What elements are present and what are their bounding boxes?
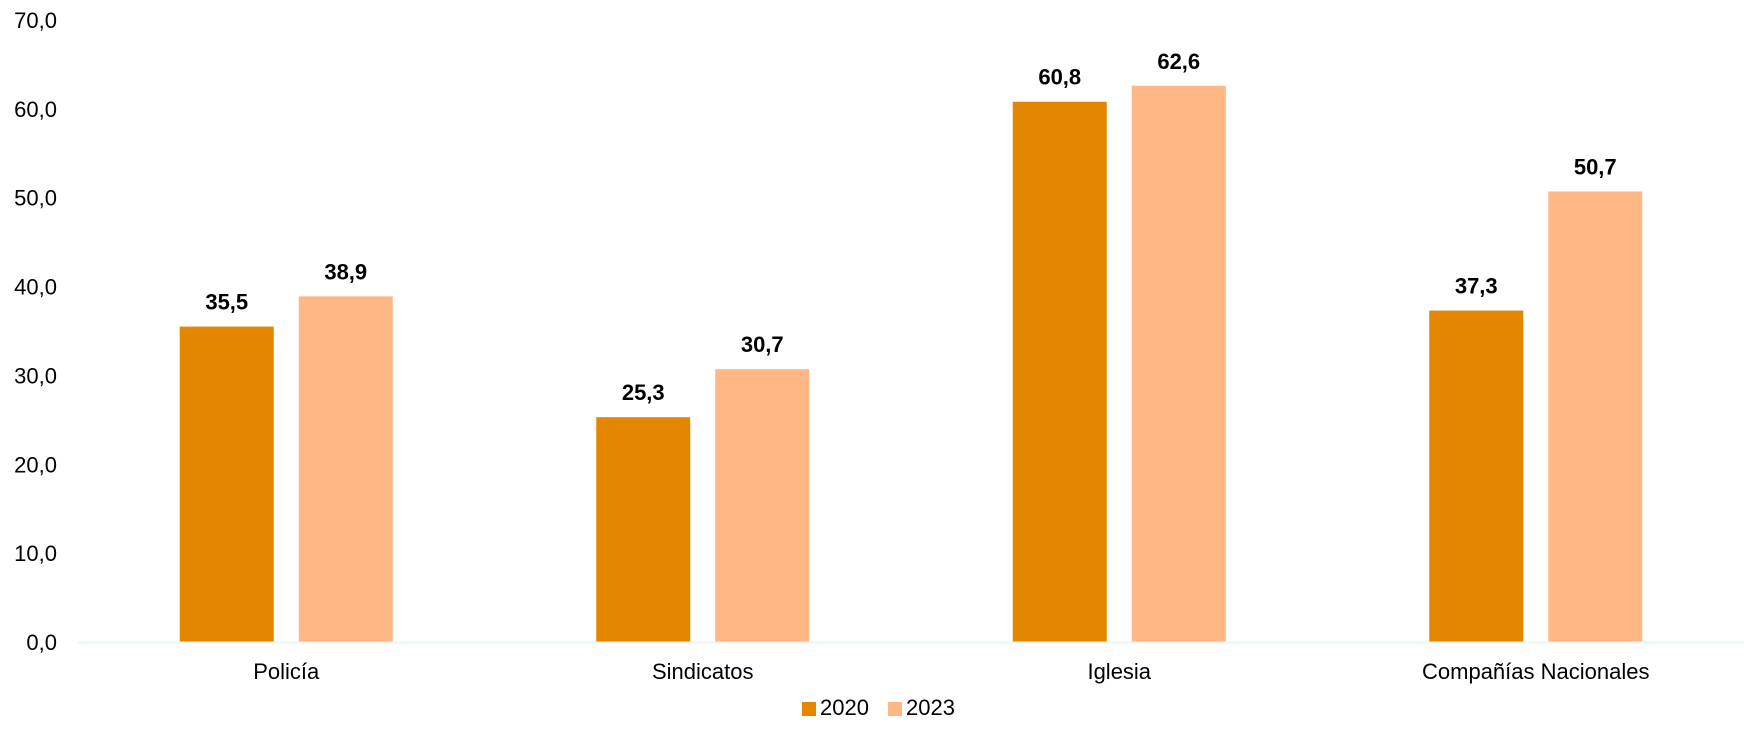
bar-2023-2 bbox=[1131, 85, 1226, 643]
bar-2023-3 bbox=[1548, 191, 1643, 642]
data-label: 35,5 bbox=[205, 290, 248, 315]
y-tick-label: 20,0 bbox=[14, 452, 57, 477]
legend: 2020 2023 bbox=[802, 695, 955, 720]
y-tick-label: 60,0 bbox=[14, 97, 57, 122]
data-labels-group: 35,5 38,9 25,3 30,7 60,8 62,6 37,3 50,7 bbox=[205, 49, 1616, 405]
data-label: 62,6 bbox=[1157, 49, 1200, 74]
y-tick-label: 50,0 bbox=[14, 186, 57, 211]
data-label: 37,3 bbox=[1455, 274, 1498, 299]
bar-2020-0 bbox=[179, 326, 274, 642]
bar-2020-1 bbox=[596, 417, 691, 642]
data-label: 60,8 bbox=[1038, 65, 1081, 90]
x-category-label: Iglesia bbox=[1087, 659, 1151, 684]
legend-swatch-2023 bbox=[888, 702, 902, 716]
bar-2020-3 bbox=[1429, 310, 1524, 642]
x-category-label: Policía bbox=[253, 659, 320, 684]
y-tick-label: 30,0 bbox=[14, 363, 57, 388]
data-label: 30,7 bbox=[741, 332, 784, 357]
x-axis: Policía Sindicatos Iglesia Compañías Nacion… bbox=[253, 659, 1649, 684]
data-label: 50,7 bbox=[1574, 154, 1617, 179]
data-label: 38,9 bbox=[324, 259, 367, 284]
bar-2023-0 bbox=[298, 296, 393, 642]
bar-2023-1 bbox=[715, 369, 810, 642]
legend-label-2023: 2023 bbox=[906, 695, 955, 720]
x-category-label: Compañías Nacionales bbox=[1422, 659, 1649, 684]
y-tick-label: 10,0 bbox=[14, 541, 57, 566]
legend-swatch-2020 bbox=[802, 702, 816, 716]
bars-group bbox=[179, 85, 1643, 643]
y-tick-label: 40,0 bbox=[14, 275, 57, 300]
data-label: 25,3 bbox=[622, 380, 665, 405]
y-tick-label: 70,0 bbox=[14, 8, 57, 33]
legend-label-2020: 2020 bbox=[820, 695, 869, 720]
y-axis: 0,0 10,0 20,0 30,0 40,0 50,0 60,0 70,0 bbox=[14, 8, 57, 655]
x-category-label: Sindicatos bbox=[652, 659, 754, 684]
y-tick-label: 0,0 bbox=[26, 630, 57, 655]
bar-2020-2 bbox=[1012, 101, 1107, 642]
